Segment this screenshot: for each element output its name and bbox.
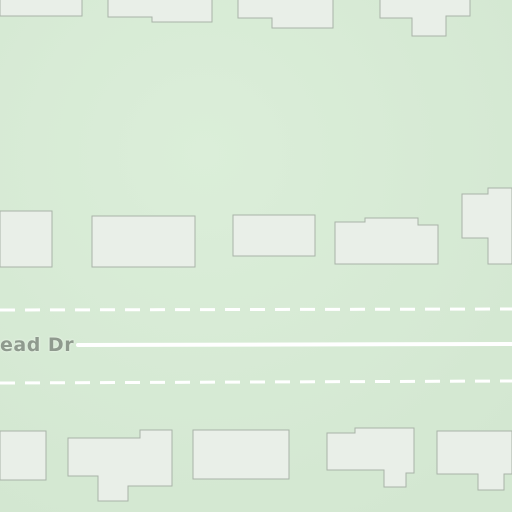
building xyxy=(461,187,512,265)
road[interactable] xyxy=(76,342,512,347)
building xyxy=(67,429,173,502)
building xyxy=(107,0,213,23)
building xyxy=(232,214,316,257)
dashed-boundary-line xyxy=(0,379,512,385)
building xyxy=(379,0,471,37)
building xyxy=(0,210,53,268)
road-label: ead Dr xyxy=(0,334,75,356)
building xyxy=(436,430,512,491)
building xyxy=(0,0,83,17)
building xyxy=(334,217,439,265)
building xyxy=(192,429,290,480)
building xyxy=(237,0,334,29)
building xyxy=(0,430,47,481)
dashed-boundary-line xyxy=(0,307,512,312)
building xyxy=(91,215,196,268)
building xyxy=(326,427,415,488)
